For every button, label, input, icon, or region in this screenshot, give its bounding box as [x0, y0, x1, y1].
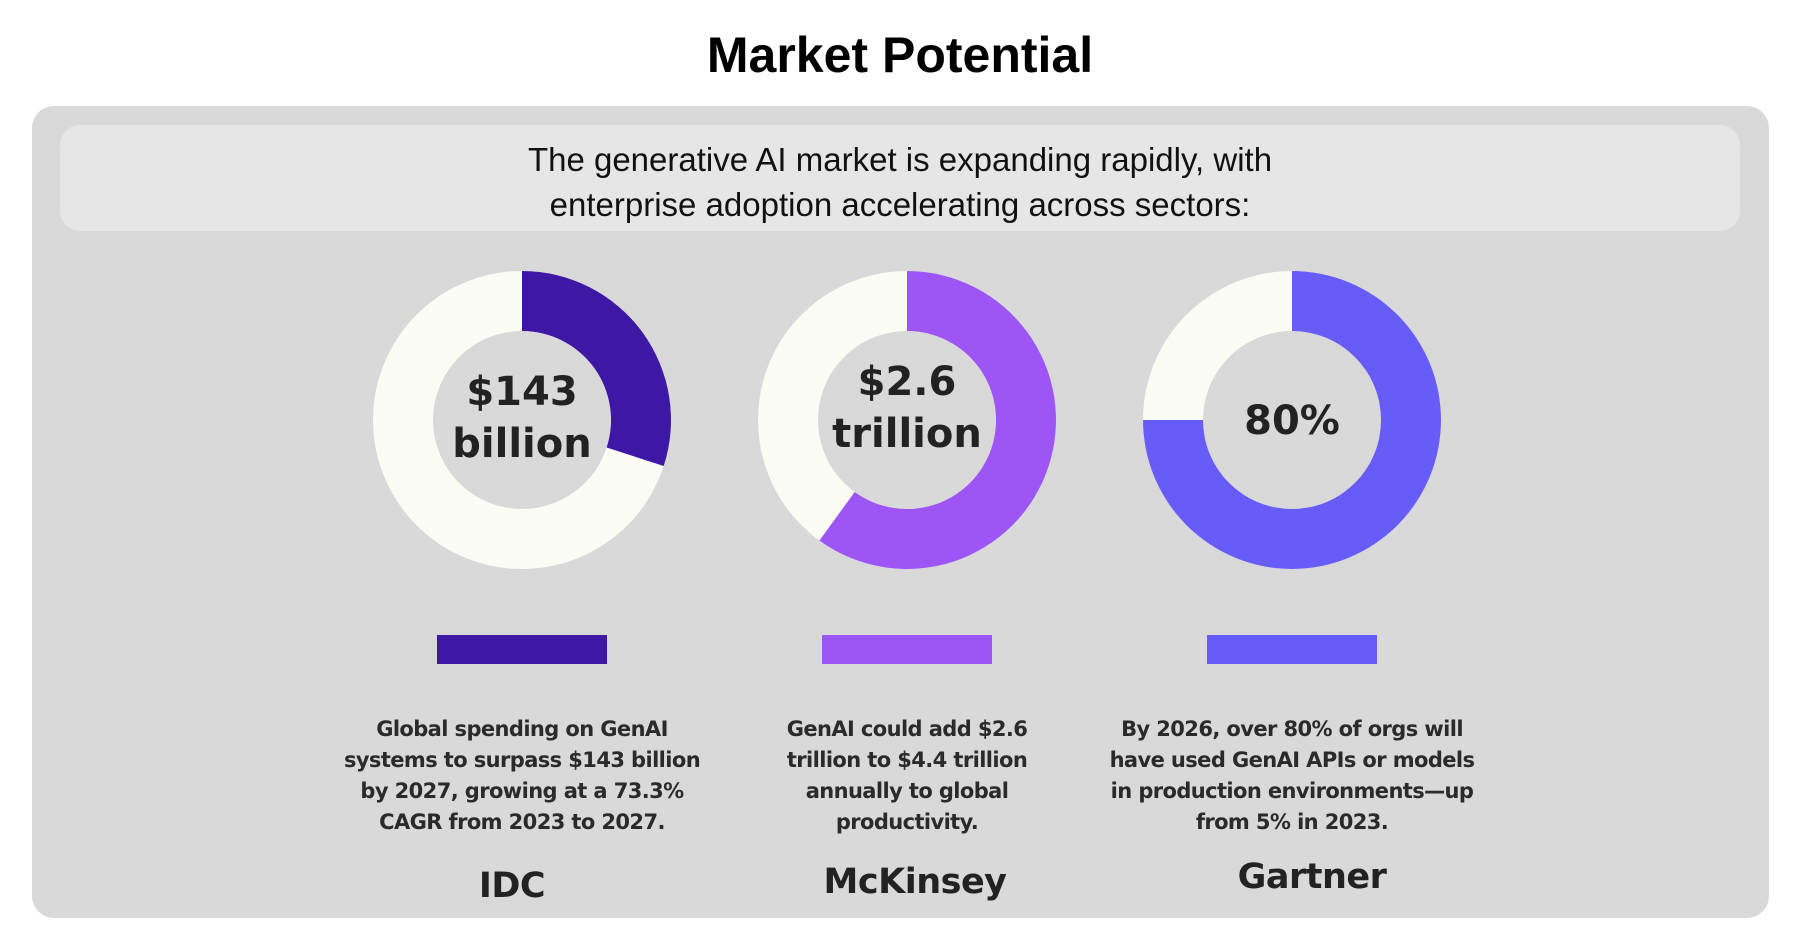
donut-segment-mckinsey — [819, 271, 1057, 569]
description-line: systems to surpass $143 billion — [343, 748, 701, 772]
source-label-idc: IDC — [478, 866, 546, 906]
description-mckinsey: GenAI could add $2.6 trillion to $4.4 tri… — [717, 714, 1097, 838]
caption-line: The generative AI market is expanding ra… — [527, 141, 1273, 178]
donut-gartner: 80% — [1143, 271, 1441, 569]
description-line: annually to global — [805, 779, 1009, 803]
donut-mckinsey: $2.6 trillion — [758, 271, 1057, 569]
description-line: from 5% in 2023. — [1195, 810, 1389, 834]
description-line: CAGR from 2023 to 2027. — [379, 810, 665, 834]
donut-center-label: $143 — [466, 369, 577, 415]
donut-idc: $143 billion — [373, 271, 671, 569]
legend-swatch-idc — [437, 635, 607, 664]
description-line: have used GenAI APIs or models — [1109, 748, 1475, 772]
description-line: in production environments—up — [1110, 779, 1474, 803]
description-line: productivity. — [835, 810, 979, 834]
page-title: Market Potential — [706, 27, 1094, 83]
caption-line: enterprise adoption accelerating across … — [549, 186, 1251, 223]
description-gartner: By 2026, over 80% of orgs will have used … — [1102, 714, 1482, 838]
description-line: GenAI could add $2.6 — [786, 717, 1028, 741]
donut-segment-idc — [522, 271, 671, 467]
legend-swatch-gartner — [1207, 635, 1377, 664]
donut-center-label: 80% — [1244, 398, 1340, 444]
donut-center-label: trillion — [832, 411, 982, 457]
description-line: Global spending on GenAI — [376, 717, 668, 741]
source-label-mckinsey: McKinsey — [823, 862, 1008, 902]
description-line: by 2027, growing at a 73.3% — [360, 779, 684, 803]
legend-swatch-mckinsey — [822, 635, 992, 664]
donut-center-label: $2.6 — [858, 359, 957, 405]
description-line: By 2026, over 80% of orgs will — [1121, 717, 1463, 741]
caption-box: The generative AI market is expanding ra… — [60, 125, 1740, 231]
description-line: trillion to $4.4 trillion — [786, 748, 1028, 772]
source-label-gartner: Gartner — [1237, 857, 1387, 897]
donut-center-label: billion — [452, 421, 591, 467]
description-idc: Global spending on GenAI systems to surpa… — [332, 714, 712, 838]
donut-segment-gartner — [1143, 271, 1441, 569]
